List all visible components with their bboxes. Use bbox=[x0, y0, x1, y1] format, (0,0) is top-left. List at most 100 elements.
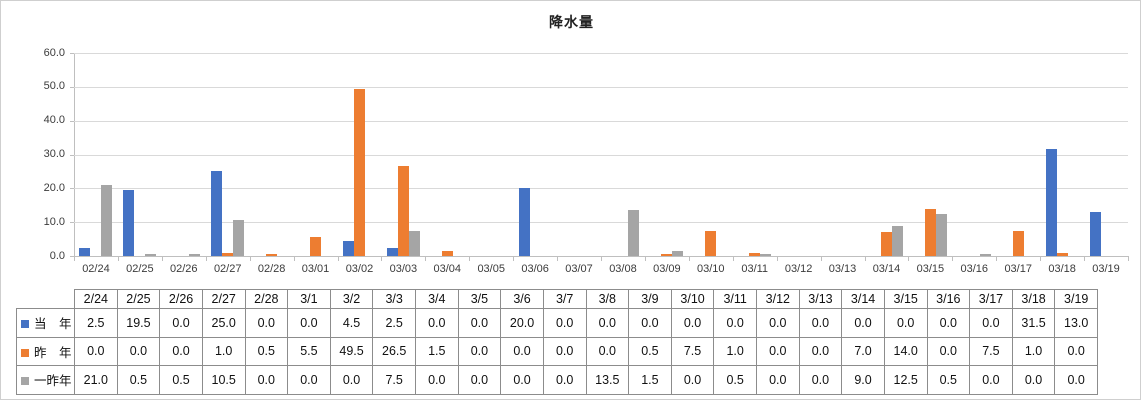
table-value-cell: 31.5 bbox=[1011, 308, 1056, 338]
bar bbox=[211, 171, 223, 256]
table-value-cell: 0.0 bbox=[159, 308, 203, 338]
table-value-cell: 0.0 bbox=[457, 336, 502, 366]
table-header-cell: 3/14 bbox=[841, 289, 885, 309]
table-value-cell: 0.0 bbox=[926, 308, 971, 338]
table-value-cell: 0.0 bbox=[585, 336, 630, 366]
table-value-cell: 0.0 bbox=[244, 365, 289, 395]
table-value-cell: 21.0 bbox=[74, 365, 118, 395]
legend-swatch bbox=[21, 348, 29, 357]
x-axis-label: 03/07 bbox=[565, 263, 593, 275]
table-value-cell: 10.5 bbox=[201, 365, 246, 395]
bar bbox=[979, 254, 991, 256]
table-value-cell: 5.5 bbox=[287, 336, 331, 366]
x-axis-label: 03/11 bbox=[741, 263, 769, 275]
legend-cell: 当 年 bbox=[16, 308, 75, 338]
table-value-cell: 0.0 bbox=[1054, 336, 1098, 366]
table-value-cell: 0.0 bbox=[883, 308, 928, 338]
table-header-cell: 2/27 bbox=[201, 289, 246, 309]
table-value-cell: 0.5 bbox=[116, 365, 161, 395]
x-axis-tick bbox=[820, 257, 822, 261]
table-value-cell: 0.0 bbox=[1011, 365, 1056, 395]
x-axis-tick bbox=[908, 257, 910, 261]
table-header-cell: 2/26 bbox=[159, 289, 203, 309]
gridline bbox=[74, 53, 1128, 54]
table-header-cell: 3/8 bbox=[585, 289, 630, 309]
bar bbox=[386, 247, 398, 256]
table-value-cell: 0.0 bbox=[542, 336, 587, 366]
y-axis-label: 60.0 bbox=[43, 46, 65, 59]
table-value-cell: 0.0 bbox=[926, 336, 971, 366]
table-value-cell: 0.0 bbox=[287, 308, 331, 338]
legend-label: 一昨年 bbox=[34, 374, 72, 389]
x-axis-label: 03/12 bbox=[784, 263, 813, 275]
legend-cell: 一昨年 bbox=[16, 365, 75, 395]
x-axis-tick bbox=[952, 257, 954, 261]
y-axis-tick bbox=[70, 222, 74, 224]
table-value-cell: 7.5 bbox=[372, 365, 416, 395]
table-header-cell: 3/5 bbox=[457, 289, 502, 309]
x-axis-label: 03/03 bbox=[389, 263, 418, 275]
gridline bbox=[74, 120, 1128, 122]
table-blank-cell bbox=[17, 290, 75, 309]
table-value-cell: 0.0 bbox=[457, 308, 502, 338]
x-axis-tick bbox=[513, 257, 515, 261]
table-header-cell: 3/3 bbox=[372, 289, 416, 309]
bar bbox=[123, 190, 135, 256]
x-axis-label: 03/06 bbox=[521, 263, 549, 275]
table-value-cell: 0.0 bbox=[329, 365, 374, 395]
table-value-cell: 12.5 bbox=[883, 365, 928, 395]
y-axis-tick bbox=[70, 256, 74, 257]
bar bbox=[760, 254, 772, 256]
table-value-cell: 0.0 bbox=[287, 365, 331, 395]
bar bbox=[518, 188, 530, 256]
table-value-cell: 0.0 bbox=[74, 336, 118, 366]
table-value-cell: 0.0 bbox=[244, 308, 289, 338]
table-value-cell: 0.0 bbox=[542, 308, 587, 338]
table-header-cell: 3/6 bbox=[500, 289, 544, 309]
bar bbox=[891, 225, 903, 256]
table-value-cell: 0.0 bbox=[500, 365, 544, 395]
x-axis-label: 03/15 bbox=[916, 263, 945, 275]
table-header-cell: 3/9 bbox=[628, 289, 672, 309]
table-value-cell: 0.5 bbox=[926, 365, 971, 395]
y-axis-label: 50.0 bbox=[43, 80, 65, 93]
bar bbox=[233, 220, 245, 256]
table-header-cell: 3/1 bbox=[287, 289, 331, 309]
table-value-cell: 25.0 bbox=[201, 308, 246, 338]
table-value-cell: 0.5 bbox=[244, 336, 289, 366]
x-axis-label: 02/24 bbox=[82, 263, 110, 275]
bar bbox=[222, 252, 234, 256]
x-axis-label: 03/05 bbox=[477, 263, 505, 275]
x-axis-tick bbox=[732, 257, 734, 261]
table-header-row: 2/24 2/25 2/26 2/27 2/28 3/1 3/2 3/3 3/4 3/5 3/6 3/… bbox=[17, 289, 1098, 309]
table-header-cell: 2/28 bbox=[244, 289, 289, 309]
table-value-cell: 0.5 bbox=[713, 365, 757, 395]
legend-label: 当 年 bbox=[34, 317, 72, 332]
table-value-cell: 19.5 bbox=[116, 308, 161, 338]
x-axis-label: 02/25 bbox=[126, 263, 154, 275]
x-axis-tick bbox=[644, 257, 646, 261]
bar bbox=[935, 213, 947, 256]
x-axis-label: 03/14 bbox=[872, 263, 901, 275]
table-header-cell: 3/4 bbox=[415, 289, 459, 309]
table-header-cell: 2/25 bbox=[116, 289, 161, 309]
table-header-cell: 3/12 bbox=[756, 289, 800, 309]
table-header-cell: 3/16 bbox=[926, 289, 971, 309]
x-axis-label: 03/18 bbox=[1048, 263, 1076, 275]
x-axis-tick bbox=[161, 257, 163, 261]
table-value-cell: 0.0 bbox=[159, 336, 203, 366]
table-value-cell: 7.0 bbox=[841, 336, 885, 366]
x-axis-tick bbox=[425, 257, 427, 261]
data-table: 2/24 2/25 2/26 2/27 2/28 3/1 3/2 3/3 3/4 3/5 3/6 3/… bbox=[16, 289, 1098, 395]
bar bbox=[880, 232, 892, 256]
table-value-cell: 0.0 bbox=[1054, 365, 1098, 395]
bar bbox=[1045, 149, 1057, 256]
table-value-cell: 0.0 bbox=[500, 336, 544, 366]
y-axis-tick bbox=[70, 188, 74, 190]
x-axis-tick bbox=[381, 257, 383, 261]
table-value-cell: 0.0 bbox=[116, 336, 161, 366]
table-value-cell: 0.5 bbox=[628, 336, 672, 366]
x-axis-label: 03/04 bbox=[433, 263, 462, 275]
x-axis-tick bbox=[1040, 257, 1042, 261]
table-header-cell: 3/11 bbox=[713, 289, 757, 309]
